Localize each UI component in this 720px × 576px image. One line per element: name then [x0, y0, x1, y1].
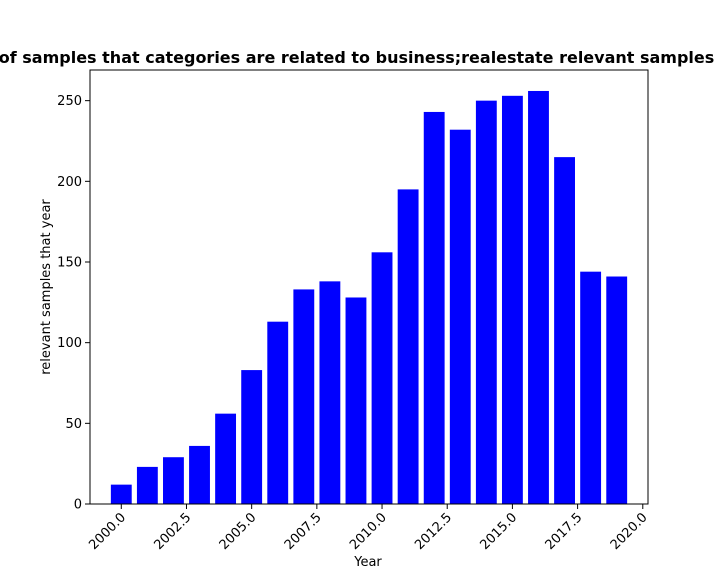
x-tick-label: 2015.0	[477, 510, 520, 553]
x-tick-label: 2017.5	[543, 510, 586, 553]
x-tick-label: 2012.5	[412, 510, 455, 553]
x-tick-label: 2005.0	[217, 510, 260, 553]
bar-2011	[397, 189, 419, 505]
bar-2003	[189, 445, 210, 504]
bar-2015	[501, 95, 523, 505]
bar-2002	[163, 457, 184, 504]
x-tick-label: 2020.0	[608, 510, 651, 553]
bar-2016	[528, 90, 549, 505]
x-tick-label: 2002.5	[152, 510, 195, 553]
x-tick-label: 2000.0	[86, 510, 129, 553]
x-axis-ticks: 2000.0 2002.5 2005.0 2007.5 2010.0 2012.5 2015…	[86, 504, 651, 553]
y-axis-ticks: 0 50 100 150 200 250	[57, 94, 90, 513]
bar-2000	[110, 484, 132, 504]
bar-2004	[215, 413, 237, 504]
plot-frame	[89, 69, 649, 505]
bar-2008	[319, 281, 341, 504]
bar-2001	[136, 466, 158, 504]
bars-group	[110, 90, 628, 505]
bar-2006	[267, 321, 289, 504]
bar-2005	[241, 370, 263, 504]
bar-2014	[475, 100, 497, 505]
bar-2007	[293, 289, 315, 504]
y-axis-label: relevant samples that year	[39, 199, 54, 375]
y-tick-label: 50	[65, 417, 82, 432]
bar-2017	[554, 157, 575, 504]
y-tick-label: 100	[57, 336, 82, 351]
chart-title: Trend of the number of samples that cate…	[0, 48, 720, 67]
bar-2009	[345, 297, 367, 504]
x-axis-label: Year	[353, 555, 382, 570]
bar-2013	[449, 129, 471, 504]
bar-2012	[423, 111, 445, 505]
bar-2019	[606, 276, 628, 504]
bar-2010	[371, 252, 393, 504]
y-tick-label: 0	[74, 498, 82, 513]
y-tick-label: 150	[57, 255, 82, 270]
y-tick-label: 200	[57, 175, 82, 190]
x-tick-label: 2010.0	[347, 510, 390, 553]
y-tick-label: 250	[57, 94, 82, 109]
bar-2018	[580, 271, 602, 504]
x-tick-label: 2007.5	[282, 510, 325, 553]
